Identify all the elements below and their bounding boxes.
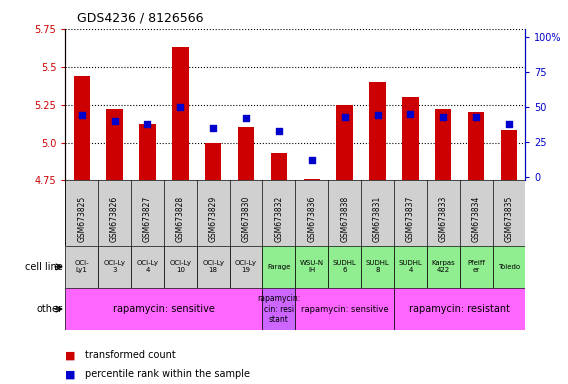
- Bar: [164, 246, 197, 288]
- Point: [406, 111, 415, 117]
- Bar: [328, 246, 361, 288]
- Text: cell line: cell line: [25, 262, 62, 272]
- Point: [176, 104, 185, 110]
- Bar: [65, 180, 525, 246]
- Text: GSM673826: GSM673826: [110, 196, 119, 243]
- Text: GSM673835: GSM673835: [504, 196, 513, 243]
- Text: rapamycin:
cin: resi
stant: rapamycin: cin: resi stant: [257, 294, 300, 324]
- Text: GSM673828: GSM673828: [176, 196, 185, 243]
- Text: OCI-Ly
18: OCI-Ly 18: [202, 260, 224, 273]
- Bar: [197, 246, 229, 288]
- Bar: [262, 288, 295, 330]
- Point: [471, 114, 481, 120]
- Text: Pfeiff
er: Pfeiff er: [467, 260, 485, 273]
- Point: [77, 113, 86, 119]
- Point: [274, 128, 283, 134]
- Text: SUDHL
8: SUDHL 8: [366, 260, 390, 273]
- Bar: [361, 246, 394, 288]
- Text: GDS4236 / 8126566: GDS4236 / 8126566: [77, 12, 203, 25]
- Bar: [262, 246, 295, 288]
- Text: rapamycin: sensitive: rapamycin: sensitive: [301, 305, 389, 314]
- Bar: [492, 246, 525, 288]
- Point: [340, 114, 349, 120]
- Bar: [73, 76, 90, 180]
- Text: GSM673837: GSM673837: [406, 196, 415, 243]
- Point: [143, 121, 152, 127]
- Bar: [139, 124, 156, 180]
- Text: OCI-Ly
3: OCI-Ly 3: [103, 260, 126, 273]
- Bar: [402, 97, 419, 180]
- Text: other: other: [36, 304, 62, 314]
- Text: OCI-Ly
10: OCI-Ly 10: [169, 260, 191, 273]
- Bar: [468, 112, 485, 180]
- Text: rapamycin: sensitive: rapamycin: sensitive: [113, 304, 215, 314]
- Bar: [336, 104, 353, 180]
- Bar: [65, 288, 262, 330]
- Text: rapamycin: resistant: rapamycin: resistant: [409, 304, 510, 314]
- Bar: [238, 127, 254, 180]
- Text: transformed count: transformed count: [85, 350, 176, 360]
- Text: GSM673832: GSM673832: [274, 196, 283, 243]
- Text: SUDHL
6: SUDHL 6: [333, 260, 357, 273]
- Bar: [205, 142, 222, 180]
- Text: GSM673838: GSM673838: [340, 196, 349, 243]
- Point: [373, 113, 382, 119]
- Text: GSM673836: GSM673836: [307, 196, 316, 243]
- Point: [438, 114, 448, 120]
- Text: Farage: Farage: [267, 264, 291, 270]
- Bar: [303, 179, 320, 180]
- Bar: [271, 153, 287, 180]
- Point: [208, 125, 218, 131]
- Text: WSU-N
IH: WSU-N IH: [300, 260, 324, 273]
- Bar: [106, 109, 123, 180]
- Bar: [369, 82, 386, 180]
- Text: GSM673833: GSM673833: [438, 196, 448, 243]
- Bar: [65, 246, 98, 288]
- Text: GSM673830: GSM673830: [241, 196, 250, 243]
- Point: [241, 115, 250, 121]
- Point: [110, 118, 119, 124]
- Text: OCI-Ly
19: OCI-Ly 19: [235, 260, 257, 273]
- Text: GSM673831: GSM673831: [373, 196, 382, 243]
- Bar: [229, 246, 262, 288]
- Bar: [427, 246, 460, 288]
- Bar: [295, 288, 394, 330]
- Bar: [172, 47, 189, 180]
- Text: GSM673829: GSM673829: [208, 196, 218, 243]
- Bar: [460, 246, 492, 288]
- Text: SUDHL
4: SUDHL 4: [398, 260, 423, 273]
- Text: GSM673834: GSM673834: [471, 196, 481, 243]
- Text: ■: ■: [65, 369, 76, 379]
- Text: Toledo: Toledo: [498, 264, 520, 270]
- Text: percentile rank within the sample: percentile rank within the sample: [85, 369, 250, 379]
- Point: [504, 121, 513, 127]
- Text: Karpas
422: Karpas 422: [431, 260, 455, 273]
- Text: GSM673827: GSM673827: [143, 196, 152, 243]
- Bar: [501, 131, 517, 180]
- Bar: [295, 246, 328, 288]
- Bar: [435, 109, 452, 180]
- Bar: [131, 246, 164, 288]
- Text: OCI-
Ly1: OCI- Ly1: [74, 260, 89, 273]
- Text: GSM673825: GSM673825: [77, 196, 86, 243]
- Point: [307, 157, 316, 163]
- Text: OCI-Ly
4: OCI-Ly 4: [136, 260, 158, 273]
- Text: ■: ■: [65, 350, 76, 360]
- Bar: [394, 246, 427, 288]
- Bar: [98, 246, 131, 288]
- Bar: [394, 288, 525, 330]
